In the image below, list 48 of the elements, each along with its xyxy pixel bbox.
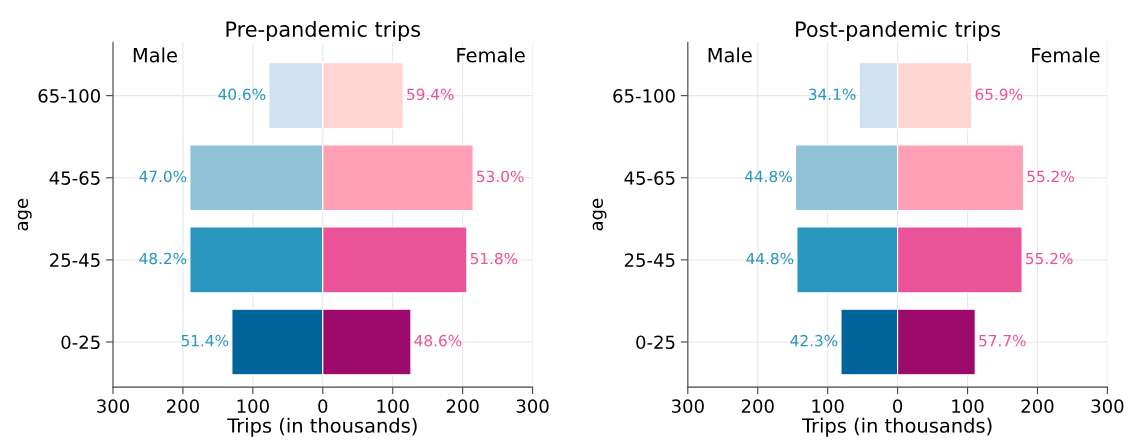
annotation: Male	[133, 47, 177, 63]
x-axis-title: Trips (in thousands)	[227, 417, 417, 437]
annotation: 44.8%	[744, 170, 792, 183]
y-tick-label: 25-45	[624, 253, 675, 267]
y-tick-label: 45-65	[624, 171, 675, 185]
y-tick-label: 0-25	[61, 335, 100, 350]
x-tick-label: 100	[952, 399, 984, 413]
x-tick-label: 0	[893, 399, 903, 413]
y-tick-label: 0-25	[636, 335, 675, 350]
annotation: 34.1%	[809, 88, 856, 101]
annotation: 40.6%	[218, 88, 266, 101]
x-tick-label: 200	[741, 399, 774, 413]
x-tick-label: 100	[377, 399, 409, 413]
annotation: 42.3%	[790, 334, 838, 347]
annotation: Female	[457, 47, 525, 63]
x-tick-label: 200	[1021, 399, 1054, 413]
annotation: 65.9%	[975, 88, 1023, 101]
x-tick-label: 200	[167, 399, 199, 413]
y-tick-label: 25-45	[50, 253, 100, 267]
annotation: 44.8%	[746, 252, 794, 265]
x-axis-title: Trips (in thousands)	[801, 417, 992, 437]
y-axis-title: age	[592, 198, 607, 231]
annotation: 51.8%	[470, 252, 518, 265]
y-tick-label: 65-100	[38, 89, 100, 103]
x-tick-label: 300	[1091, 399, 1124, 413]
x-tick-label: 0	[318, 399, 328, 413]
y-tick-label: 45-65	[49, 171, 100, 185]
x-tick-label: 100	[812, 399, 844, 413]
annotation: Male	[708, 47, 752, 63]
annotation: 51.4%	[181, 334, 229, 347]
x-tick-label: 300	[97, 399, 130, 413]
annotation: 55.2%	[1026, 252, 1073, 265]
y-tick-label: 65-100	[613, 89, 675, 103]
annotation: 47.0%	[139, 170, 187, 183]
annotation: Female	[1032, 47, 1100, 63]
chart-title: Pre-pandemic trips	[226, 20, 421, 42]
annotation: 59.4%	[407, 88, 454, 101]
chart-title: Post-pandemic trips	[796, 20, 1001, 42]
x-tick-label: 100	[237, 399, 269, 413]
x-tick-label: 300	[516, 399, 549, 413]
annotation: 48.2%	[139, 252, 187, 265]
annotation: 55.2%	[1027, 170, 1074, 183]
annotation: 53.0%	[477, 170, 524, 183]
x-tick-label: 200	[446, 399, 479, 413]
y-axis-title: age	[17, 198, 32, 231]
annotation: 48.6%	[414, 334, 462, 347]
annotation: 57.7%	[979, 334, 1026, 347]
x-tick-label: 300	[671, 399, 704, 413]
